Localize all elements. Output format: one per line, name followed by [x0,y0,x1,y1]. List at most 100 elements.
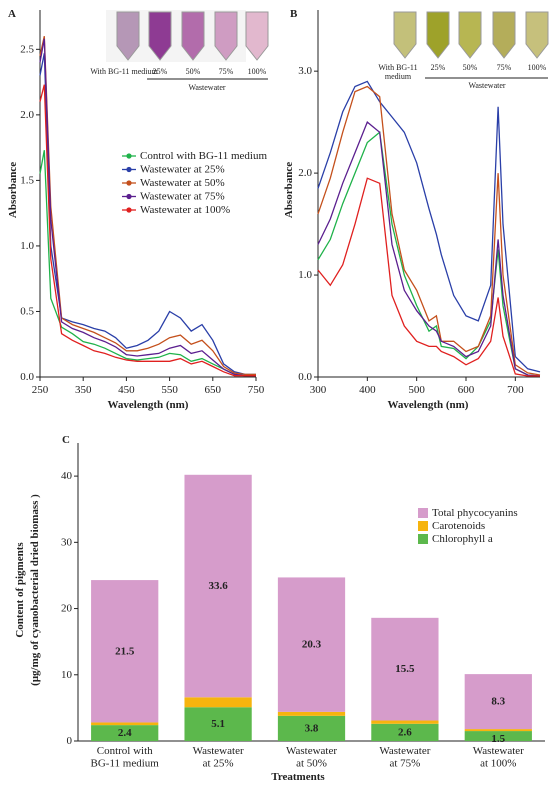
y-tick-label: 2.0 [298,167,312,179]
data-label: 20.3 [302,638,322,650]
x-axis-label: Treatments [271,771,325,783]
data-label: 3.8 [305,722,319,734]
x-tick-label: 250 [32,384,49,396]
panel-label: C [62,434,70,446]
x-tick-label: 600 [458,384,475,396]
tube [426,11,450,59]
spectrum-line [317,85,541,376]
y-tick-label: 1.5 [20,174,34,186]
inset-label: With BG-11 medium [90,67,158,76]
spectrum-line [317,121,541,377]
legend-label: Wastewater at 25% [140,163,225,175]
legend-label: Total phycocyanins [432,507,518,519]
inset-label: 75% [219,67,234,76]
x-tick-label: 750 [248,384,265,396]
x-tick-label: Wastewater at 75% [379,745,430,770]
x-tick-label: 300 [310,384,327,396]
bar-segment [184,474,252,698]
bar-segment [184,697,252,708]
y-tick-label: 3.0 [298,65,312,77]
inset-label: 50% [463,63,478,72]
data-label: 2.4 [118,727,132,739]
y-tick-label: 1.0 [20,239,34,251]
inset-photo-b [393,11,549,79]
spectrum-line [317,177,540,377]
legend-label: Chlorophyll a [432,533,493,545]
legend-label: Wastewater at 100% [140,204,230,216]
inset-label: 25% [431,63,446,72]
legend-swatch [418,534,428,544]
y-tick-label: 0.5 [20,305,34,317]
spectrum-line [317,131,541,377]
x-axis-label: Wavelength (nm) [108,399,189,411]
y-axis-label: (μg/mg of cyanobacterial dried biomass ) [29,494,41,686]
bar-segment [371,617,439,721]
inset-group-label: Wastewater [188,83,225,92]
bar-segment [91,722,159,726]
x-tick-label: Wastewater at 50% [286,745,337,770]
x-tick-label: 650 [205,384,222,396]
bar-segment [371,720,439,724]
inset-photo-a2 [147,11,269,80]
legend-marker [126,153,132,159]
y-tick-label: 40 [61,470,73,482]
tube [525,11,549,59]
spectrum-line [39,53,256,376]
legend-swatch [418,521,428,531]
inset-label: 50% [186,67,201,76]
legend-label: Wastewater at 75% [140,190,225,202]
tube [181,11,205,61]
spectrum-line [39,36,256,376]
spectrum-line [317,80,541,373]
tube [458,11,482,59]
y-axis-label: Absorbance [283,162,295,218]
bar-segment [277,577,346,712]
y-tick-label: 0.0 [298,371,312,383]
x-tick-label: 700 [507,384,524,396]
y-tick-label: 0.0 [20,371,34,383]
x-tick-label: Wastewater at 100% [473,745,524,770]
bar-segment [277,715,346,741]
legend-marker [126,180,132,186]
y-tick-label: 20 [61,602,73,614]
data-label: 5.1 [211,718,225,730]
legend-label: Wastewater at 50% [140,177,225,189]
bar-segment [91,580,159,723]
y-tick-label: 2.5 [20,43,34,55]
inset-label: 25% [153,67,168,76]
x-axis-label: Wavelength (nm) [388,399,469,411]
legend-label: Control with BG-11 medium [140,150,267,162]
x-tick-label: 500 [408,384,425,396]
bar-segment [277,711,346,716]
spectrum-line [39,84,256,377]
y-tick-label: 30 [61,536,73,548]
spectrum-line [39,38,256,377]
y-tick-label: 1.0 [298,269,312,281]
data-label: 1.5 [491,733,505,745]
inset-group-label: Wastewater [468,81,505,90]
panel-label: B [290,8,298,20]
x-tick-label: 350 [75,384,92,396]
legend-swatch [418,508,428,518]
panel-label: A [8,8,16,20]
inset-photo-a [106,10,246,62]
y-tick-label: 10 [61,668,73,680]
inset-label: 100% [528,63,547,72]
x-tick-label: 450 [118,384,135,396]
data-label: 15.5 [395,663,415,675]
bar-segment [464,729,532,732]
x-tick-label: Control with BG-11 medium [91,745,160,770]
bar-segment [184,707,252,741]
tube [245,11,269,61]
inset-label: 100% [248,67,267,76]
data-label: 21.5 [115,645,135,657]
legend-marker [126,166,132,173]
legend-marker [126,193,132,200]
legend-marker [126,207,132,213]
y-axis-label: Content of pigments [14,542,26,638]
y-tick-label: 0 [67,735,73,747]
inset-label: With BG-11 medium [378,63,417,81]
bar-segment [91,725,159,741]
y-tick-label: 2.0 [20,108,34,120]
